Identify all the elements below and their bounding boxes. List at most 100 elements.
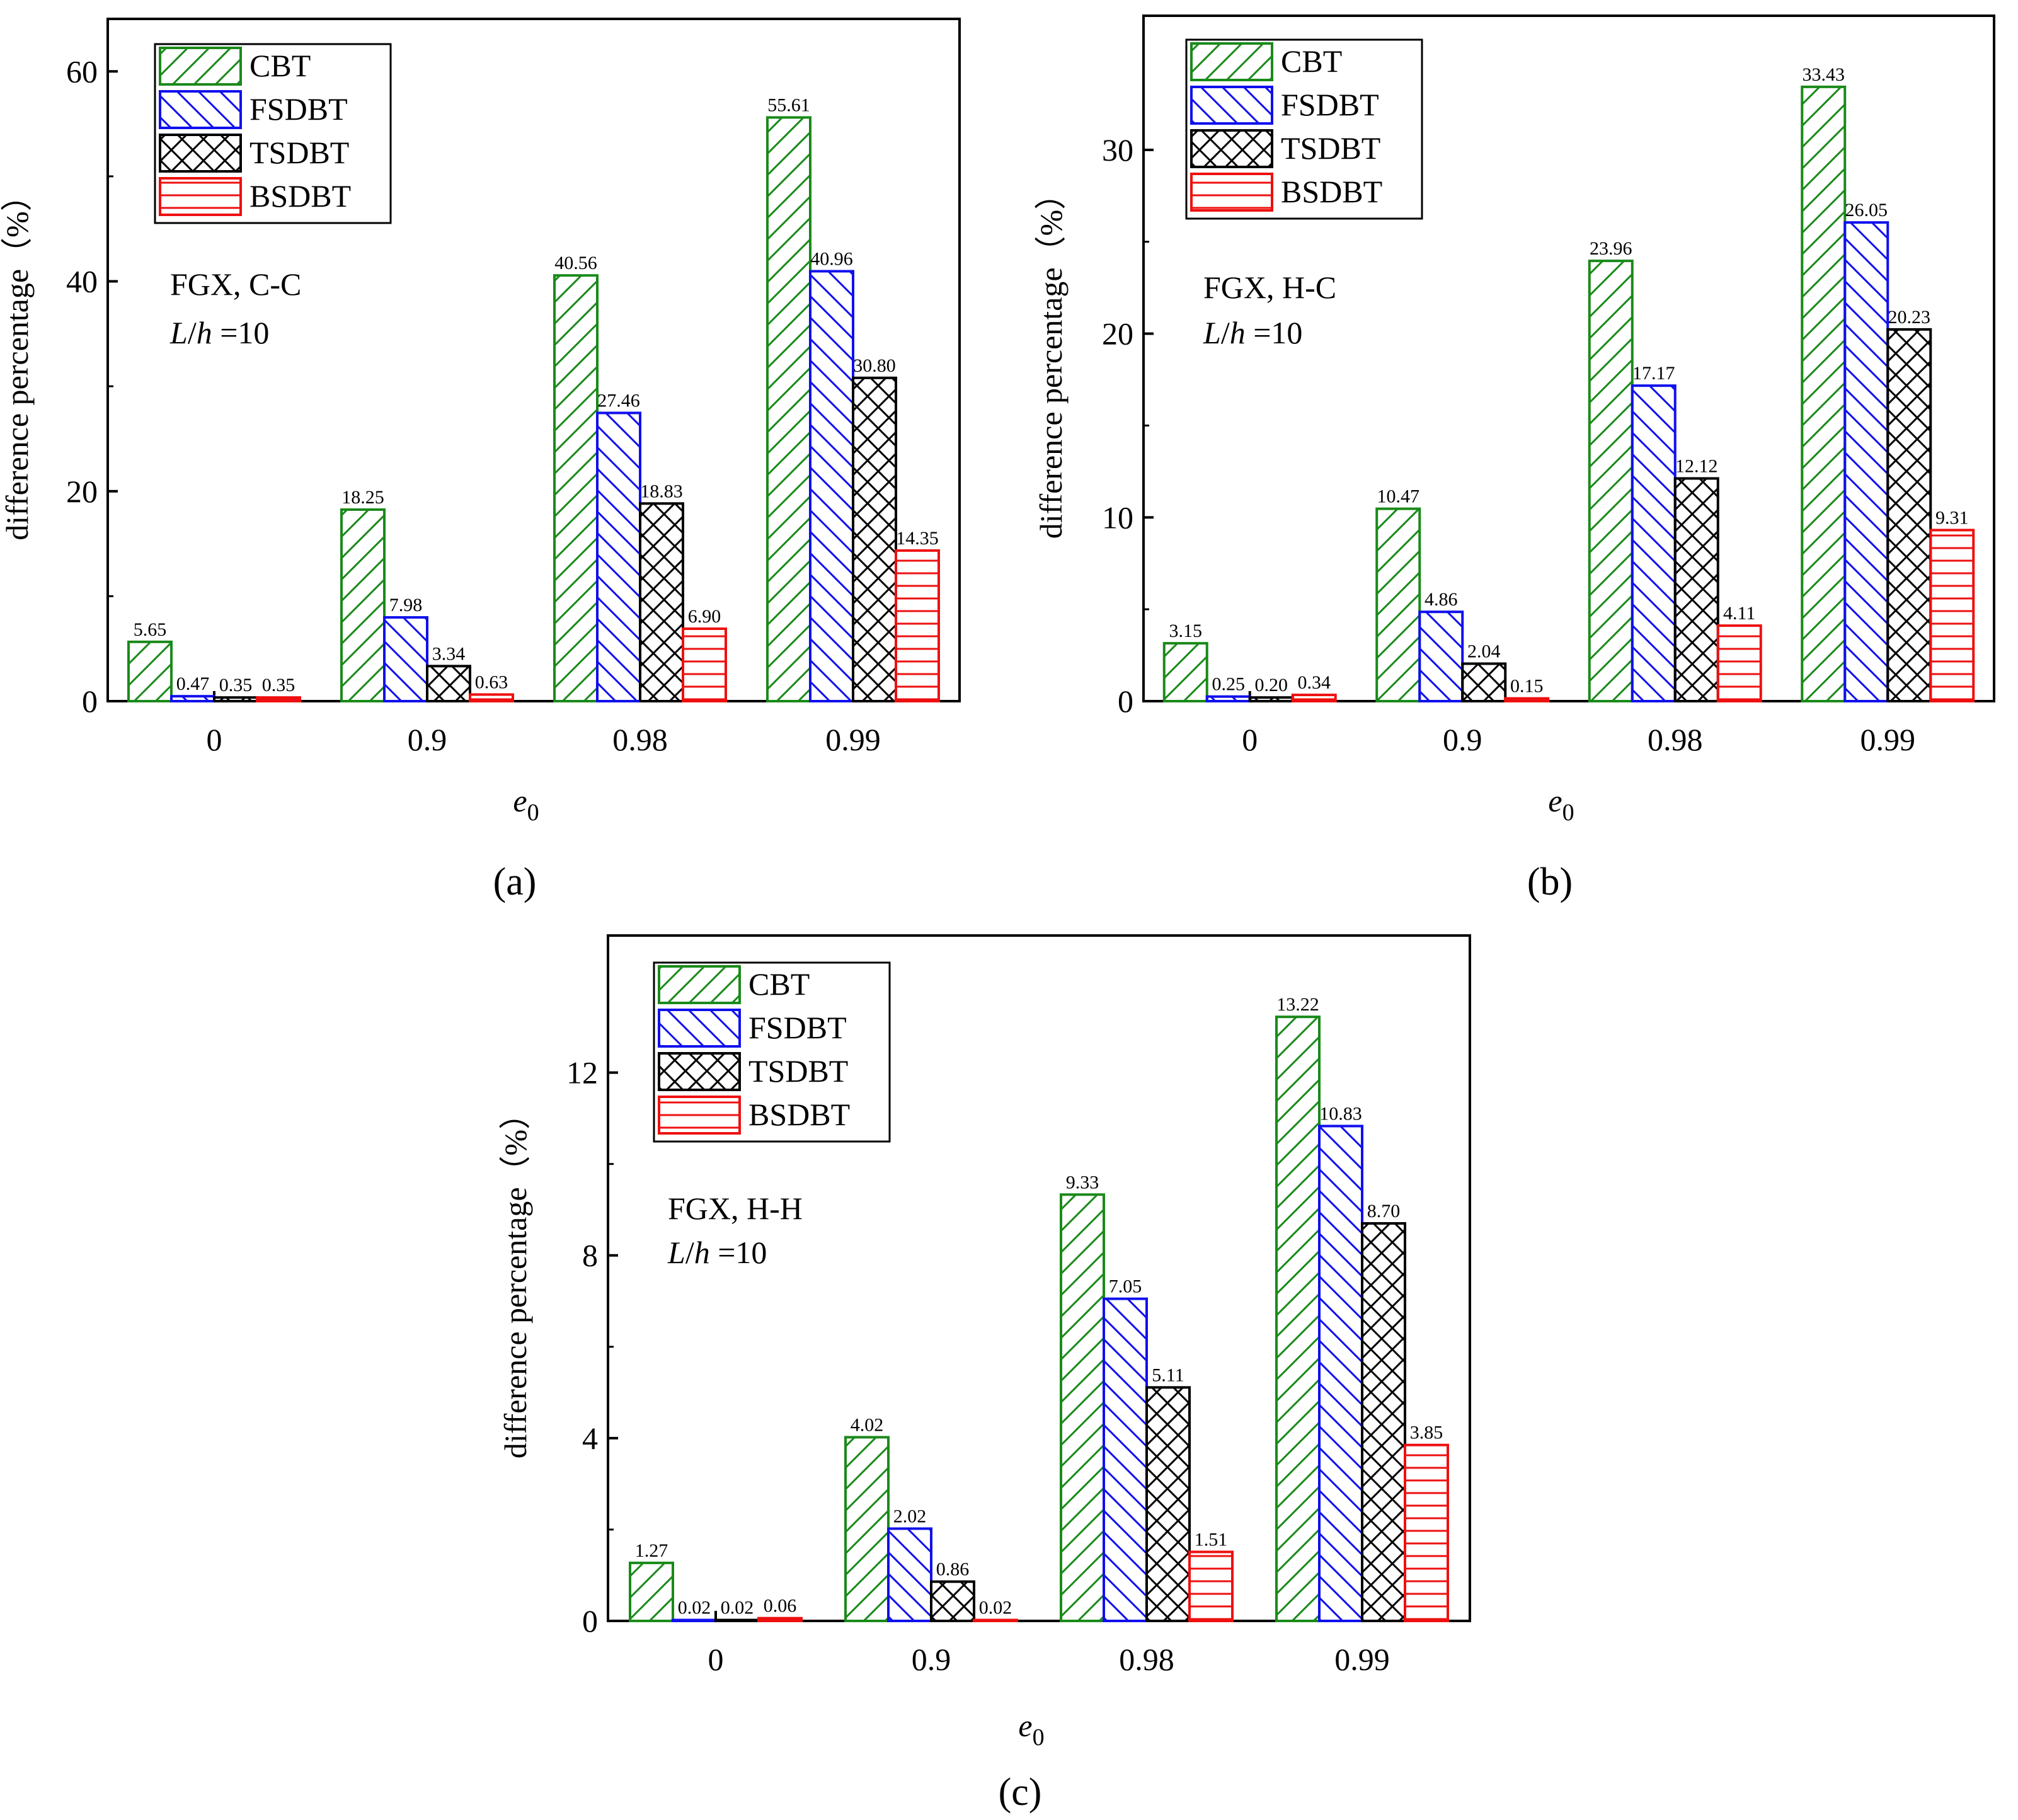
bar-fsdbt bbox=[170, 695, 215, 702]
x-tick-label: 0.99 bbox=[825, 722, 881, 757]
panel-label: (a) bbox=[493, 861, 537, 903]
annotation-ratio-slash: / bbox=[685, 1235, 694, 1270]
panel-a: 0 20 40 60 0 5.65 0.47 0.35 0.35 0.9 18.25 7.98 3.34… bbox=[0, 18, 961, 903]
y-tick-label: 4 bbox=[582, 1421, 598, 1456]
bar-tsdbt bbox=[1361, 1222, 1406, 1622]
annotation-ratio-h: h bbox=[197, 315, 212, 350]
bar-fsdbt bbox=[1205, 695, 1251, 702]
bar-value-label: 30.80 bbox=[853, 355, 896, 376]
bar-tsdbt bbox=[1248, 696, 1294, 703]
legend-swatch-bsdbt bbox=[658, 1096, 741, 1135]
bar-value-label: 33.43 bbox=[1803, 64, 1845, 85]
bar-value-label: 55.61 bbox=[767, 94, 810, 115]
x-axis-title-sub: 0 bbox=[1562, 799, 1574, 826]
legend-label-tsdbt: TSDBT bbox=[748, 1053, 848, 1089]
y-tick-label: 20 bbox=[66, 474, 98, 509]
bar-tsdbt bbox=[1886, 328, 1932, 702]
y-tick-label: 40 bbox=[66, 264, 98, 299]
legend-swatch-fsdbt bbox=[658, 1009, 741, 1048]
bar-value-label: 1.27 bbox=[635, 1540, 668, 1561]
bar-value-label: 1.51 bbox=[1195, 1529, 1228, 1550]
legend-swatch-tsdbt bbox=[1190, 129, 1273, 168]
y-tick-label: 12 bbox=[566, 1055, 598, 1090]
bar-value-label: 27.46 bbox=[597, 390, 640, 411]
x-tick-label: 0.99 bbox=[1860, 722, 1916, 757]
legend-label-cbt: CBT bbox=[249, 48, 311, 83]
bar-fsdbt bbox=[1843, 221, 1889, 702]
bar-value-label: 5.11 bbox=[1152, 1365, 1184, 1385]
bar-fsdbt bbox=[1418, 610, 1464, 702]
bar-value-label: 3.34 bbox=[432, 643, 466, 664]
bar-cbt bbox=[340, 508, 386, 703]
x-axis-title: e0 bbox=[1018, 1708, 1044, 1751]
x-axis-title: e0 bbox=[513, 783, 539, 826]
legend-swatch-bsdbt bbox=[1190, 173, 1273, 212]
bar-value-label: 4.02 bbox=[851, 1414, 884, 1435]
bar-value-label: 4.11 bbox=[1723, 603, 1755, 624]
bar-value-label: 9.31 bbox=[1935, 507, 1969, 528]
bar-tsdbt bbox=[714, 1618, 760, 1622]
y-tick-label: 20 bbox=[1102, 316, 1133, 352]
legend-label-bsdbt: BSDBT bbox=[1281, 174, 1382, 209]
annotation-case: FGX, C-C bbox=[170, 266, 301, 302]
bar-fsdbt bbox=[1631, 384, 1677, 702]
panel-label: (b) bbox=[1527, 861, 1573, 903]
x-tick-label: 0 bbox=[708, 1642, 724, 1677]
annotation-case: FGX, H-C bbox=[1203, 270, 1336, 305]
bar-value-label: 0.25 bbox=[1212, 674, 1246, 695]
plot-frame bbox=[106, 18, 961, 702]
bar-tsdbt bbox=[852, 376, 897, 702]
legend-swatch-tsdbt bbox=[658, 1052, 741, 1091]
bar-value-label: 0.02 bbox=[721, 1598, 754, 1618]
legend-label-cbt: CBT bbox=[1281, 43, 1342, 79]
bar-bsdbt bbox=[1504, 697, 1550, 702]
panel-b: 0 10 20 30 0 3.15 0.25 0.20 0.34 0.9 10.47 4.86 2.04… bbox=[1033, 14, 1995, 903]
bar-value-label: 6.90 bbox=[688, 606, 721, 627]
legend-swatch-fsdbt bbox=[1190, 86, 1273, 125]
panel-label: (c) bbox=[999, 1771, 1042, 1814]
bar-value-label: 2.04 bbox=[1467, 641, 1501, 661]
annotation-ratio-L: L bbox=[169, 315, 188, 350]
bar-cbt bbox=[766, 116, 811, 702]
annotation-ratio-L: L bbox=[1203, 315, 1221, 350]
bar-fsdbt bbox=[383, 616, 428, 702]
y-tick-label: 10 bbox=[1102, 500, 1133, 535]
bar-value-label: 0.34 bbox=[1298, 672, 1331, 693]
bar-value-label: 5.65 bbox=[134, 619, 167, 640]
x-tick-label: 0.9 bbox=[1443, 722, 1482, 757]
bar-value-label: 2.02 bbox=[893, 1506, 927, 1526]
x-axis-title-sub: 0 bbox=[527, 799, 539, 826]
bar-value-label: 0.02 bbox=[678, 1598, 711, 1618]
y-tick-label: 60 bbox=[66, 54, 98, 89]
bar-fsdbt bbox=[887, 1527, 932, 1622]
bar-tsdbt bbox=[213, 696, 258, 702]
bar-bsdbt bbox=[469, 693, 514, 702]
bar-tsdbt bbox=[639, 502, 684, 702]
annotation-ratio: L/h =10 bbox=[1203, 315, 1302, 350]
y-tick-label: 0 bbox=[1118, 684, 1133, 719]
bar-cbt bbox=[1060, 1193, 1105, 1623]
panel-c: 0 4 8 12 0 1.27 0.02 0.02 0.06 0.9 4.02 2.02 0.86 0.0… bbox=[498, 934, 1471, 1814]
bar-fsdbt bbox=[596, 411, 641, 703]
annotation-ratio-slash: / bbox=[188, 315, 197, 350]
x-axis-title-main: e bbox=[513, 783, 527, 818]
bar-bsdbt bbox=[1188, 1550, 1234, 1622]
bar-value-label: 0.63 bbox=[475, 672, 508, 693]
legend-swatch-bsdbt bbox=[159, 177, 242, 216]
bar-fsdbt bbox=[1318, 1125, 1363, 1622]
bar-value-label: 4.86 bbox=[1425, 589, 1458, 610]
bar-cbt bbox=[1162, 642, 1208, 703]
y-axis-title: difference percentage（%） bbox=[1033, 178, 1069, 539]
bar-bsdbt bbox=[682, 627, 727, 703]
bar-value-label: 0.35 bbox=[262, 675, 295, 695]
y-tick-label: 0 bbox=[582, 1603, 598, 1639]
x-tick-label: 0.98 bbox=[1119, 1642, 1174, 1677]
legend-label-tsdbt: TSDBT bbox=[1281, 130, 1380, 166]
bar-value-label: 9.33 bbox=[1066, 1172, 1099, 1193]
legend-swatch-tsdbt bbox=[159, 134, 242, 173]
bar-value-label: 20.23 bbox=[1888, 307, 1931, 328]
bar-value-label: 17.17 bbox=[1632, 363, 1675, 384]
bar-bsdbt bbox=[256, 696, 301, 702]
bar-fsdbt bbox=[809, 270, 854, 702]
x-axis-title: e0 bbox=[1548, 783, 1574, 826]
